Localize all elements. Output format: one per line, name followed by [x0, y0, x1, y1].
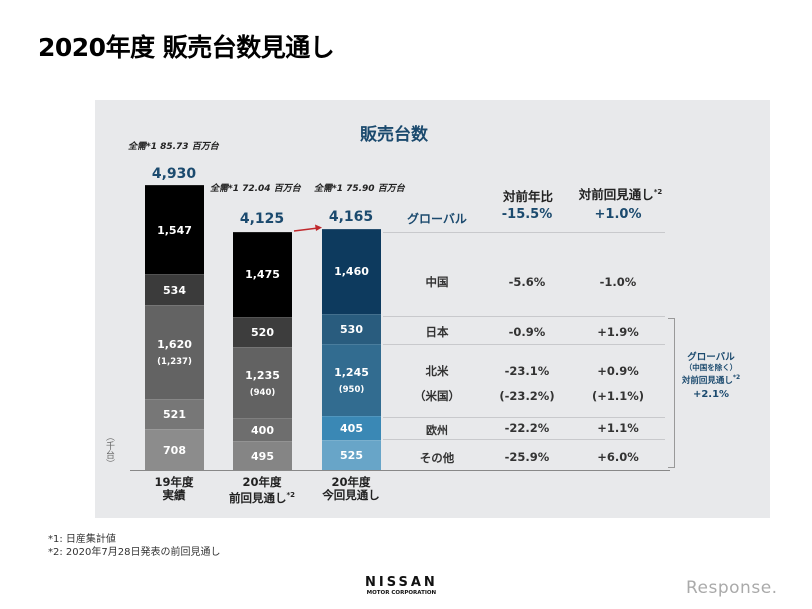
row-divider	[383, 316, 665, 317]
bar-value-label: 1,475	[245, 268, 280, 282]
bar-segment: 405	[322, 416, 381, 440]
footnote: *1: 日産集計値	[48, 534, 116, 545]
bar-value-label: 1,547	[157, 223, 192, 237]
chart-panel	[95, 100, 770, 518]
x-axis-label: 19年度 実績	[154, 475, 194, 502]
bar-segment: 521	[145, 398, 204, 430]
bar-segment: 708	[145, 429, 204, 470]
x-axis-label: 20年度 今回見通し	[322, 475, 380, 502]
column-header-yoy: 対前年比	[502, 189, 553, 204]
bracket	[668, 318, 675, 468]
row-divider	[383, 232, 665, 233]
response-watermark: Response.	[686, 578, 778, 598]
bar-segment: 525	[322, 439, 381, 470]
bar-value-label: 1,460	[334, 265, 369, 279]
bar-value-label: 495	[251, 449, 274, 463]
bar-total-label: 4,125	[239, 211, 285, 227]
bar-sub-value-label: (940)	[249, 387, 276, 398]
bar-segment: 1,475	[233, 231, 292, 317]
bar-value-label: 521	[163, 407, 186, 421]
bar-segment: 534	[145, 274, 204, 306]
bar-value-label: 534	[163, 283, 186, 297]
y-axis-unit-label: （千台）	[104, 432, 114, 468]
side-note: グローバル （中国を除く） 対前回見通し*2 +2.1%	[681, 352, 741, 400]
bar-segment: 1,245 (950)	[322, 344, 381, 417]
column-header-prev: 対前回見通し*2	[578, 187, 663, 202]
bar-value-label: 520	[251, 325, 274, 339]
x-axis-line	[130, 470, 670, 471]
bar-segment: 1,547	[145, 185, 204, 275]
footnote: *2: 2020年7月28日発表の前回見通し	[48, 547, 221, 558]
bar-sub-value-label: (950)	[338, 385, 365, 396]
page-title: 2020年度 販売台数見通し	[38, 33, 335, 62]
bar-value-label: 1,235	[245, 368, 280, 382]
bar-value-label: 1,245	[334, 366, 369, 380]
bar-segment: 400	[233, 418, 292, 442]
chart-title: 販売台数	[360, 125, 428, 145]
row-divider	[383, 439, 665, 440]
market-demand-label: 全需*1 72.04 百万台	[210, 184, 301, 194]
bar-value-label: 708	[163, 443, 186, 457]
bar-segment: 1,620 (1,237)	[145, 305, 204, 399]
bar-segment: 495	[233, 441, 292, 470]
row-divider	[383, 417, 665, 418]
bar-value-label: 525	[340, 448, 363, 462]
bar-total-label: 4,930	[151, 166, 197, 182]
row-divider	[383, 344, 665, 345]
nissan-logo: NISSAN MOTOR CORPORATION	[365, 575, 438, 596]
bar-segment: 520	[233, 316, 292, 347]
bar-value-label: 1,620	[157, 338, 192, 352]
bar-segment: 530	[322, 313, 381, 345]
market-demand-label: 全需*1 85.73 百万台	[128, 142, 219, 152]
bar-total-label: 4,165	[328, 209, 374, 225]
bar-value-label: 530	[340, 322, 363, 336]
bar-value-label: 400	[251, 423, 274, 437]
market-demand-label: 全需*1 75.90 百万台	[314, 184, 405, 194]
bar-value-label: 405	[340, 421, 363, 435]
bar-sub-value-label: (1,237)	[157, 357, 192, 368]
change-arrow-icon	[293, 224, 322, 232]
bar-segment: 1,460	[322, 229, 381, 314]
bar-segment: 1,235 (940)	[233, 346, 292, 419]
x-axis-label: 20年度 前回見通し*2	[228, 475, 296, 505]
